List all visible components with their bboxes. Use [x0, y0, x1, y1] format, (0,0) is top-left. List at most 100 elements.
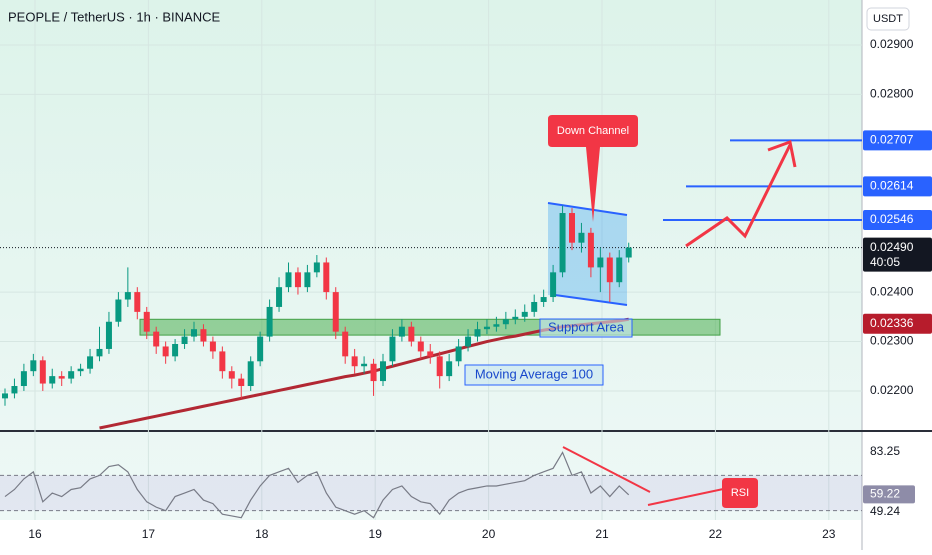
candle-body: [219, 351, 226, 372]
last-price-tag: [863, 237, 932, 272]
rsi-tick-label: 83.25: [870, 444, 900, 458]
channel-bottom: [554, 294, 628, 306]
x-tick-label: 17: [142, 527, 156, 541]
candle-body: [332, 292, 339, 332]
y-tick-label: 0.02900: [870, 37, 914, 51]
rsi-last-tag: [863, 485, 915, 504]
candle-body: [625, 247, 632, 258]
rsi-divergence: [562, 446, 651, 493]
candle-body: [30, 360, 37, 372]
rsi-line: [4, 451, 630, 519]
candle-body: [417, 341, 424, 352]
level-tag: [863, 176, 932, 197]
x-tick-label: 18: [255, 527, 269, 541]
candle-body: [521, 311, 528, 317]
arrow-head: [767, 139, 797, 168]
x-tick-label: 22: [709, 527, 723, 541]
channel-top: [547, 202, 628, 216]
last-price-label: 0.02490: [870, 240, 914, 254]
candle-body: [502, 319, 509, 325]
candle-body: [465, 336, 472, 347]
y-tick-label: 0.02400: [870, 284, 914, 298]
candle-body: [58, 376, 65, 379]
candle-body: [569, 213, 575, 243]
support-label: Support Area: [548, 319, 625, 334]
price-axis-bg: [862, 0, 932, 550]
candle-body: [238, 378, 245, 387]
candle-body: [266, 306, 273, 337]
candle-body: [11, 386, 18, 394]
level-label: 0.02707: [870, 133, 914, 147]
currency-box: [866, 7, 910, 31]
candle-body: [20, 371, 27, 387]
x-tick-label: 20: [482, 527, 496, 541]
candle-body: [493, 324, 500, 327]
candle-body: [115, 299, 122, 322]
candle-body: [606, 257, 613, 283]
level-label: 0.02546: [870, 212, 914, 226]
callout: [548, 115, 638, 222]
candle-body: [597, 257, 604, 268]
candle-body: [285, 272, 292, 288]
candle-body: [587, 232, 594, 268]
time-axis-bg: [0, 520, 862, 550]
rsi-callout-text: RSI: [731, 487, 749, 499]
candle-body: [380, 361, 386, 382]
candle-body: [143, 311, 150, 332]
rsi-callout: [722, 478, 758, 508]
candle-body: [342, 331, 349, 357]
candle-body: [351, 356, 358, 367]
candle-body: [483, 326, 490, 330]
candle-body: [68, 371, 75, 379]
candle-body: [200, 329, 207, 342]
candle-body: [209, 341, 216, 352]
y-tick-label: 0.02800: [870, 87, 914, 101]
countdown: 40:05: [870, 255, 900, 269]
candle-body: [2, 393, 8, 399]
x-tick-label: 16: [28, 527, 42, 541]
candle-body: [531, 301, 538, 312]
candle-body: [389, 336, 396, 362]
candle-body: [276, 287, 283, 307]
projection-arrow: [685, 144, 792, 248]
x-tick-label: 23: [822, 527, 836, 541]
ma-label: Moving Average 100: [475, 366, 593, 381]
candle-body: [87, 356, 94, 369]
chart-title: PEOPLE / TetherUS · 1h · BINANCE: [8, 9, 220, 24]
candle-body: [398, 326, 405, 337]
candle-body: [153, 331, 160, 347]
candle-body: [162, 346, 169, 357]
candle-body: [191, 329, 197, 337]
candle-body: [455, 346, 462, 362]
support-value: 0.02336: [870, 316, 914, 330]
ma-label-box: [464, 364, 604, 386]
candle-body: [313, 262, 320, 273]
rsi-tick-label: 49.24: [870, 504, 900, 518]
candle-body: [559, 213, 566, 273]
support-label-box: [539, 318, 633, 338]
rsi-pointer: [647, 487, 729, 506]
candle-body: [408, 326, 415, 342]
currency: USDT: [873, 13, 903, 25]
candle-body: [228, 371, 235, 379]
candle-body: [105, 321, 112, 349]
candle-body: [436, 356, 443, 377]
candle-body: [294, 272, 301, 288]
candle-body: [49, 376, 56, 384]
candle-body: [370, 363, 377, 382]
level-tag: [863, 209, 932, 230]
candle-body: [181, 336, 188, 344]
candle-body: [361, 363, 368, 367]
candle-body: [616, 257, 623, 283]
level-label: 0.02614: [870, 179, 914, 193]
candle-body: [446, 361, 453, 377]
candle-body: [77, 368, 84, 372]
candle-body: [474, 329, 481, 337]
candle-body: [247, 361, 254, 387]
candle-body: [540, 297, 547, 302]
candle-body: [304, 272, 311, 288]
candle-body: [427, 351, 434, 357]
level-tag: [863, 130, 932, 151]
